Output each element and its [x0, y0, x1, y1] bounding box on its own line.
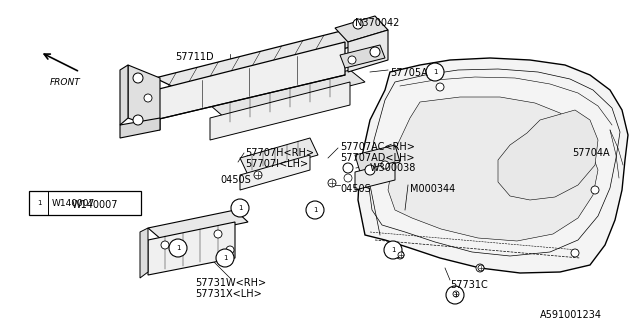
Text: N370042: N370042: [355, 18, 399, 28]
Polygon shape: [155, 30, 370, 90]
Circle shape: [591, 186, 599, 194]
Polygon shape: [498, 110, 598, 200]
Circle shape: [478, 265, 484, 271]
Circle shape: [144, 94, 152, 102]
Circle shape: [133, 73, 143, 83]
Text: 0450S: 0450S: [340, 184, 371, 194]
Circle shape: [328, 179, 336, 187]
Circle shape: [476, 264, 484, 272]
Circle shape: [348, 56, 356, 64]
Polygon shape: [120, 65, 128, 125]
Polygon shape: [210, 70, 365, 118]
Circle shape: [214, 230, 222, 238]
Polygon shape: [210, 82, 350, 140]
Text: 1: 1: [176, 245, 180, 251]
Text: A591001234: A591001234: [540, 310, 602, 320]
Circle shape: [231, 199, 249, 217]
Text: 57731C: 57731C: [450, 280, 488, 290]
Circle shape: [306, 201, 324, 219]
Circle shape: [226, 246, 234, 254]
Text: 57707H<RH>: 57707H<RH>: [245, 148, 314, 158]
Polygon shape: [358, 58, 628, 273]
Polygon shape: [148, 210, 248, 240]
Circle shape: [426, 63, 444, 81]
Text: 57711D: 57711D: [175, 52, 214, 62]
Polygon shape: [240, 155, 310, 190]
Circle shape: [370, 47, 380, 57]
Circle shape: [453, 291, 459, 297]
Polygon shape: [355, 145, 400, 172]
Circle shape: [365, 165, 375, 175]
Circle shape: [398, 252, 404, 258]
Text: 1: 1: [433, 69, 437, 75]
Circle shape: [384, 241, 402, 259]
Polygon shape: [128, 65, 160, 130]
Text: M000344: M000344: [410, 184, 455, 194]
Polygon shape: [240, 138, 318, 175]
Polygon shape: [348, 30, 388, 72]
Circle shape: [344, 174, 352, 182]
Text: 57704A: 57704A: [572, 148, 610, 158]
Circle shape: [396, 251, 404, 259]
Text: 1: 1: [452, 292, 457, 298]
Text: W140007: W140007: [52, 198, 95, 207]
Text: W300038: W300038: [370, 163, 417, 173]
Circle shape: [133, 115, 143, 125]
Circle shape: [254, 171, 262, 179]
Text: 0450S: 0450S: [220, 175, 251, 185]
Text: 1: 1: [223, 255, 227, 261]
Polygon shape: [140, 228, 148, 278]
Circle shape: [169, 239, 187, 257]
Circle shape: [216, 249, 234, 267]
Polygon shape: [388, 97, 598, 241]
Circle shape: [436, 83, 444, 91]
FancyBboxPatch shape: [29, 191, 141, 215]
Circle shape: [446, 286, 464, 304]
Polygon shape: [148, 222, 235, 275]
Text: 57731X<LH>: 57731X<LH>: [195, 289, 262, 299]
Text: 1: 1: [237, 205, 243, 211]
Text: FRONT: FRONT: [50, 78, 81, 87]
Text: 57731W<RH>: 57731W<RH>: [195, 278, 266, 288]
Text: 1: 1: [313, 207, 317, 213]
Circle shape: [353, 19, 363, 29]
Circle shape: [32, 196, 46, 210]
Polygon shape: [340, 45, 385, 68]
Circle shape: [381, 161, 389, 169]
Text: 57707I<LH>: 57707I<LH>: [245, 159, 308, 169]
Circle shape: [571, 249, 579, 257]
Text: 57707AC<RH>: 57707AC<RH>: [340, 142, 415, 152]
Text: 1: 1: [391, 247, 396, 253]
Polygon shape: [155, 42, 345, 120]
Circle shape: [343, 163, 353, 173]
Polygon shape: [120, 118, 160, 138]
Text: 57707AD<LH>: 57707AD<LH>: [340, 153, 415, 163]
Text: 1: 1: [36, 200, 41, 206]
Text: 57705A: 57705A: [390, 68, 428, 78]
Polygon shape: [335, 16, 388, 42]
Circle shape: [161, 241, 169, 249]
Polygon shape: [355, 162, 395, 190]
Text: W140007: W140007: [72, 200, 118, 210]
